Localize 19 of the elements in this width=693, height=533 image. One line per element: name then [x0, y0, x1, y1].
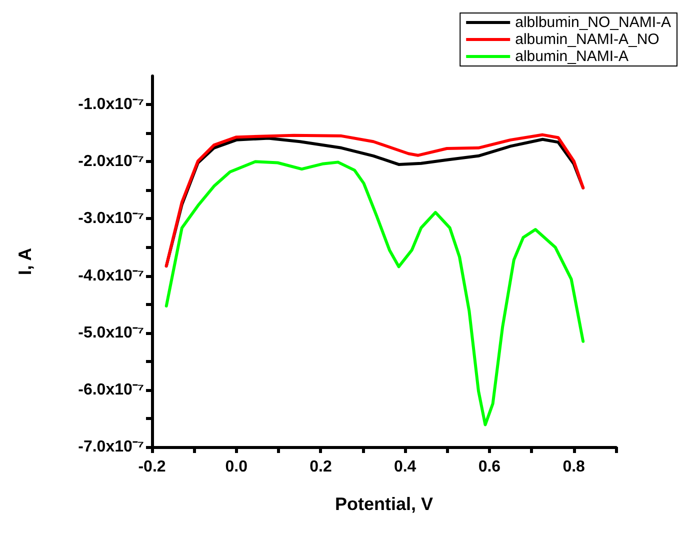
- x-tick-label: -0.2: [138, 458, 166, 476]
- y-tick-label: -7.0x10⁻⁷: [78, 438, 144, 456]
- x-tick-label: 0.8: [562, 458, 586, 476]
- y-axis-title: I, A: [15, 248, 35, 276]
- y-tick-label: -1.0x10⁻⁷: [78, 96, 144, 114]
- legend-label: albumin_NAMI-A_NO: [515, 31, 660, 48]
- x-tick-label: 0.2: [310, 458, 332, 476]
- legend-label: albumin_NAMI-A: [515, 48, 628, 65]
- y-tick-label: -5.0x10⁻⁷: [78, 324, 144, 342]
- x-axis-title: Potential, V: [334, 494, 434, 514]
- legend-label: alblbumin_NO_NAMI-A: [515, 14, 671, 31]
- line-series: [164, 160, 585, 426]
- y-tick-label: -6.0x10⁻⁷: [78, 381, 144, 398]
- x-tick-label: 0.6: [478, 458, 501, 476]
- y-tick-label: -3.0x10⁻⁷: [78, 210, 144, 228]
- y-tick-label: -2.0x10⁻⁷: [78, 153, 144, 170]
- x-tick-label: 0.0: [225, 458, 248, 476]
- x-tick-label: 0.4: [394, 458, 416, 476]
- y-tick-label: -4.0x10⁻⁷: [78, 267, 144, 284]
